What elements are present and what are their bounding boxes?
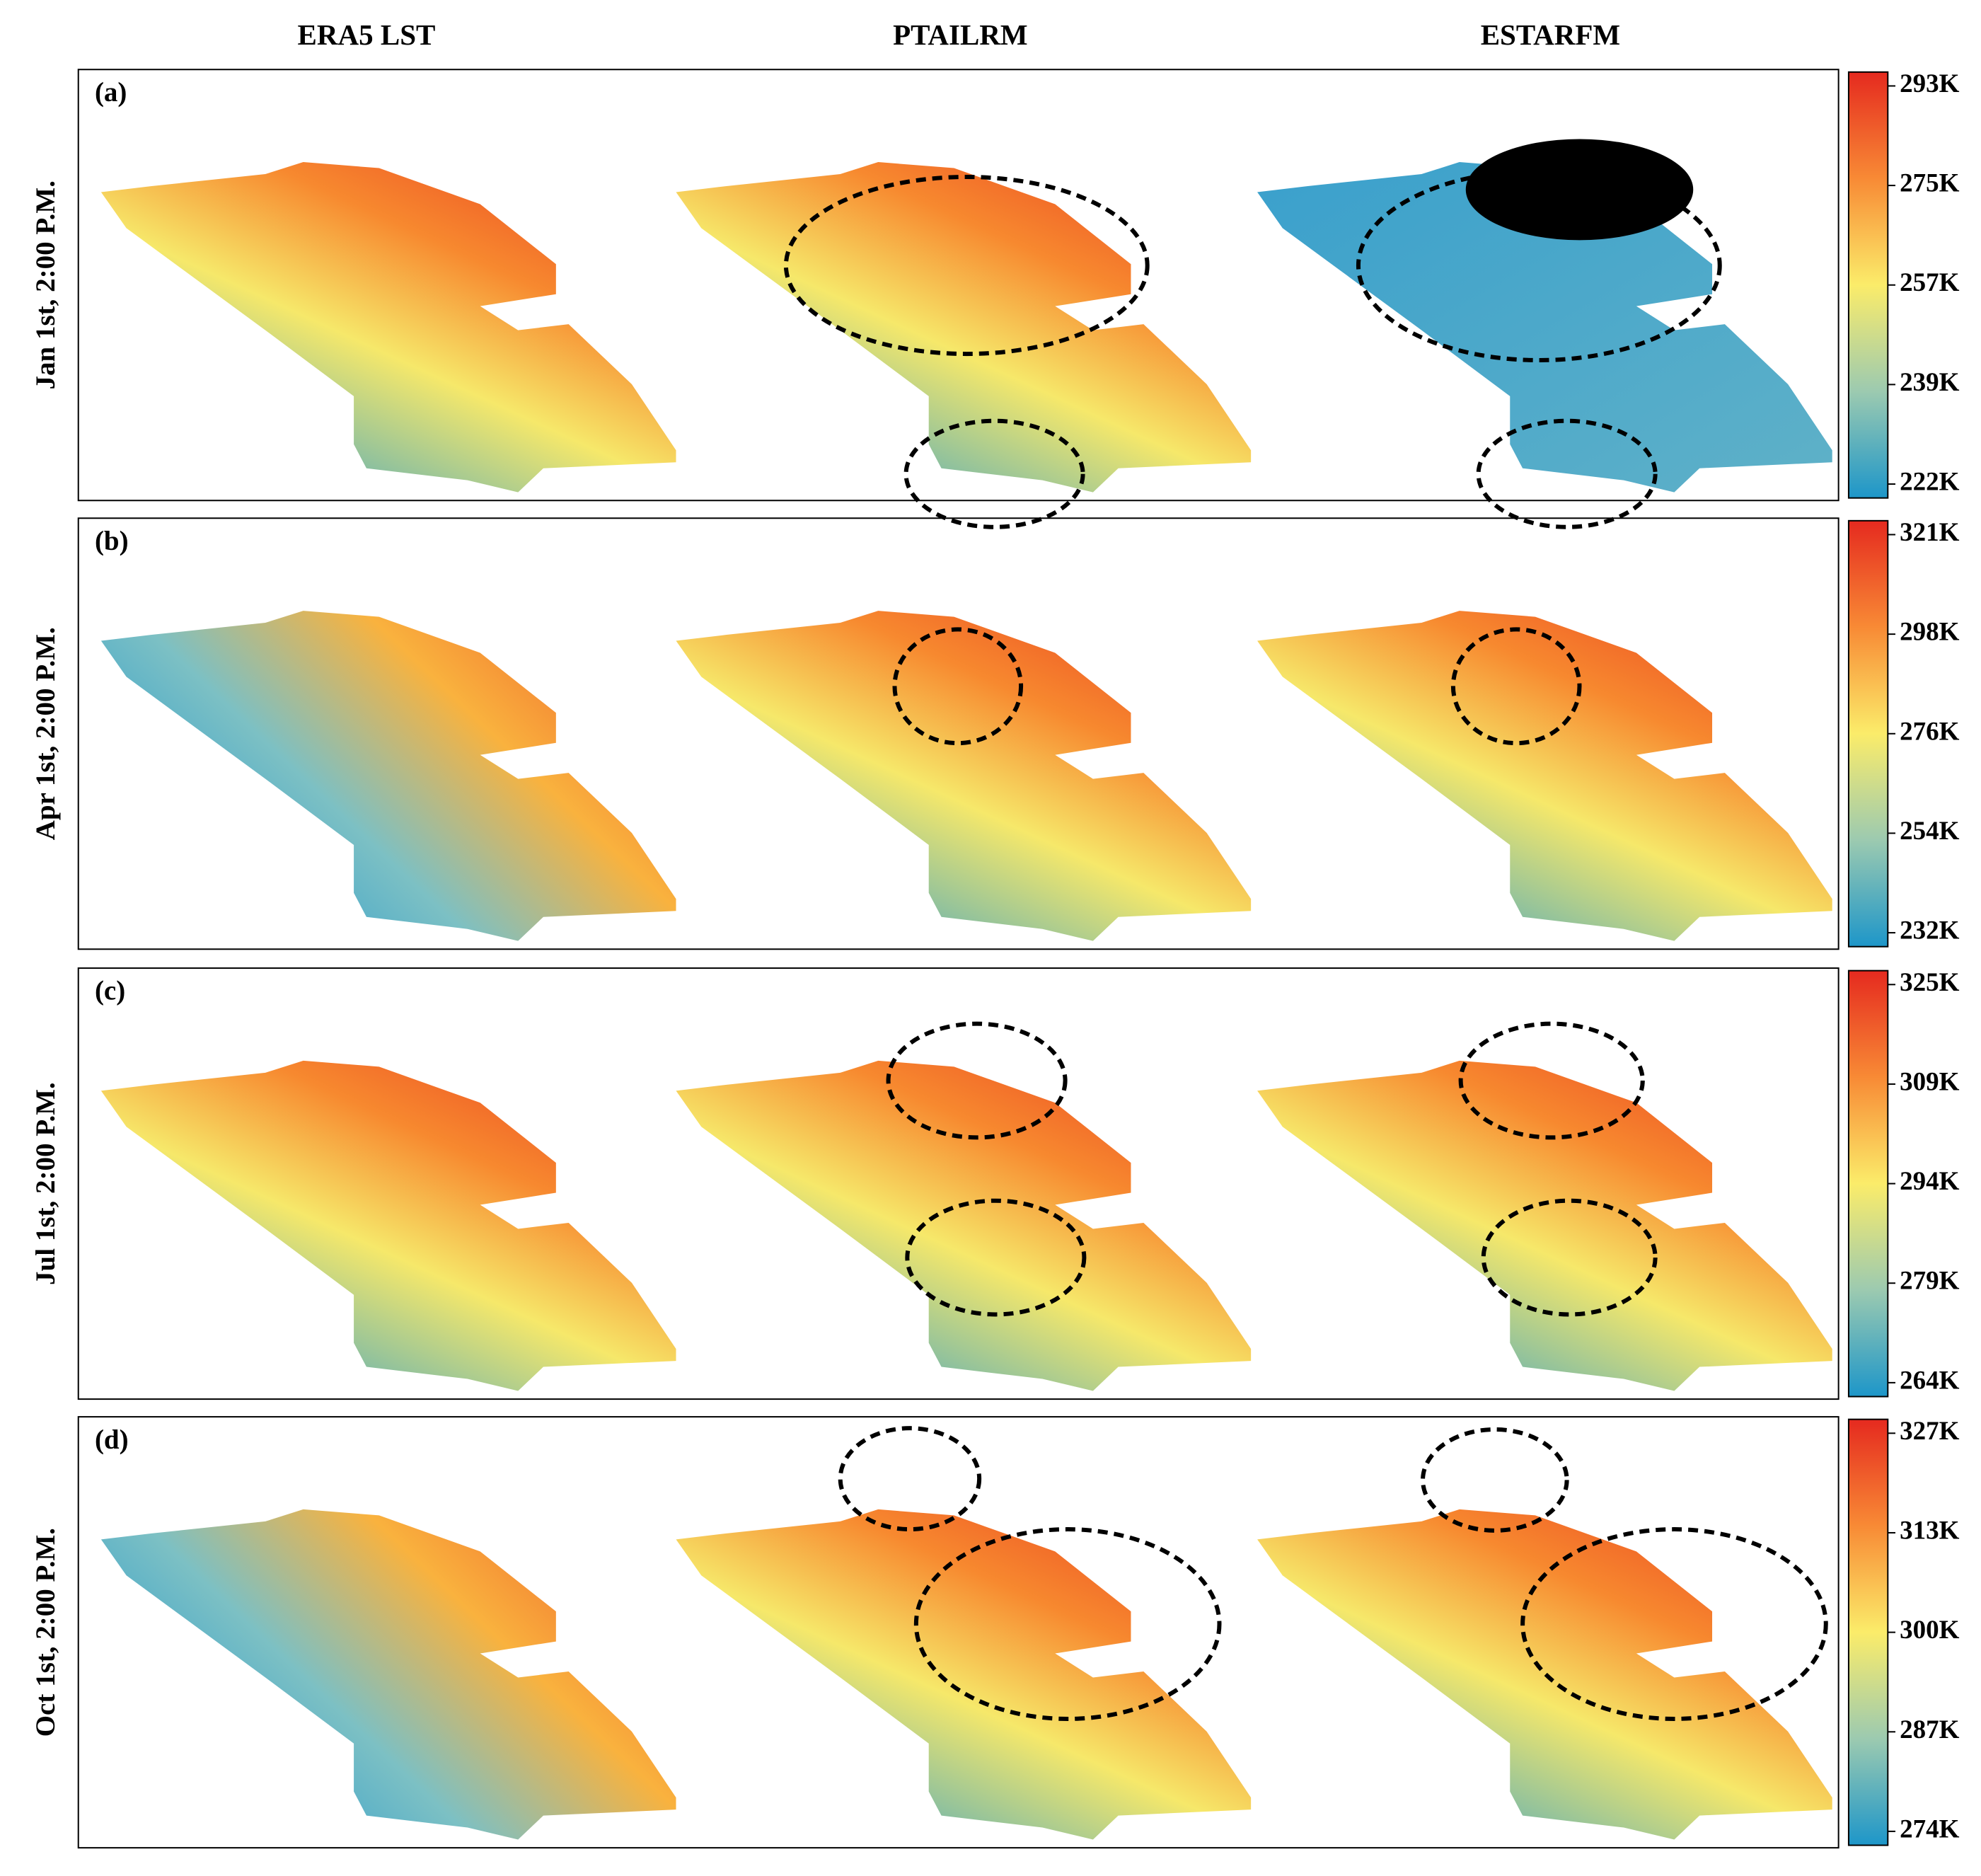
map-region bbox=[100, 1509, 676, 1840]
highlight-ellipse bbox=[905, 1198, 1087, 1317]
colorbar-tick-label: 274K bbox=[1900, 1814, 1960, 1843]
highlight-ellipse bbox=[838, 1426, 982, 1532]
map-region bbox=[100, 1060, 676, 1391]
colorbar-tick-label: 300K bbox=[1900, 1616, 1960, 1645]
column-title: ESTARFM bbox=[1481, 18, 1620, 51]
colorbar bbox=[1847, 519, 1889, 948]
panel-label: (a) bbox=[95, 77, 127, 108]
highlight-ellipse bbox=[1421, 1427, 1569, 1533]
column-title: PTAILRM bbox=[893, 18, 1028, 51]
colorbar-tick-label: 293K bbox=[1900, 69, 1960, 98]
highlight-ellipse bbox=[1356, 168, 1722, 363]
map-region bbox=[676, 1060, 1252, 1391]
row-label: Oct 1st, 2:00 P.M. bbox=[30, 1528, 61, 1737]
panel-frame bbox=[77, 1416, 1840, 1849]
map-region bbox=[1257, 1509, 1832, 1840]
highlight-ellipse bbox=[903, 418, 1085, 529]
highlight-ellipse bbox=[886, 1021, 1068, 1140]
colorbar-tick-label: 264K bbox=[1900, 1366, 1960, 1395]
highlight-ellipse bbox=[1520, 1527, 1828, 1721]
map-region bbox=[1257, 1060, 1832, 1391]
column-title: ERA5 LST bbox=[298, 18, 436, 51]
colorbar-tick-label: 327K bbox=[1900, 1417, 1960, 1446]
panel-frame bbox=[77, 967, 1840, 1400]
colorbar-tick-label: 276K bbox=[1900, 717, 1960, 746]
map-region bbox=[100, 162, 676, 493]
panel-frame bbox=[77, 69, 1840, 502]
highlight-ellipse bbox=[1458, 1021, 1645, 1140]
colorbar-tick-label: 287K bbox=[1900, 1715, 1960, 1744]
colorbar-tick-label: 239K bbox=[1900, 368, 1960, 397]
colorbar-tick-label: 313K bbox=[1900, 1516, 1960, 1545]
map-region bbox=[1257, 162, 1832, 493]
colorbar-tick-label: 279K bbox=[1900, 1267, 1960, 1296]
colorbar-tick-label: 232K bbox=[1900, 916, 1960, 945]
colorbar-tick-label: 321K bbox=[1900, 518, 1960, 547]
row-label: Jan 1st, 2:00 P.M. bbox=[30, 180, 61, 389]
panel-label: (d) bbox=[95, 1425, 129, 1455]
panel-frame bbox=[77, 517, 1840, 950]
map-region bbox=[676, 611, 1252, 941]
highlight-ellipse bbox=[1476, 418, 1658, 529]
highlight-ellipse bbox=[913, 1527, 1222, 1721]
colorbar-tick-label: 298K bbox=[1900, 618, 1960, 647]
map-region bbox=[100, 611, 676, 941]
colorbar-tick-label: 294K bbox=[1900, 1167, 1960, 1196]
panel-label: (c) bbox=[95, 976, 125, 1006]
map-region bbox=[1257, 611, 1832, 941]
colorbar-tick-label: 275K bbox=[1900, 169, 1960, 198]
highlight-ellipse bbox=[892, 627, 1024, 746]
row-label: Jul 1st, 2:00 P.M. bbox=[30, 1082, 61, 1285]
colorbar-tick-label: 254K bbox=[1900, 817, 1960, 846]
map-region bbox=[676, 162, 1252, 493]
panel-label: (b) bbox=[95, 526, 129, 556]
row-label: Apr 1st, 2:00 P.M. bbox=[30, 627, 61, 840]
colorbar bbox=[1847, 1418, 1889, 1846]
map-region bbox=[676, 1509, 1252, 1840]
highlight-ellipse bbox=[1481, 1198, 1658, 1317]
colorbar-tick-label: 257K bbox=[1900, 268, 1960, 297]
no-data-patch bbox=[1465, 139, 1694, 241]
colorbar-tick-label: 309K bbox=[1900, 1067, 1960, 1096]
colorbar bbox=[1847, 71, 1889, 499]
highlight-ellipse bbox=[783, 175, 1150, 357]
colorbar-tick-label: 325K bbox=[1900, 968, 1960, 997]
colorbar-tick-label: 222K bbox=[1900, 468, 1960, 497]
highlight-ellipse bbox=[1450, 627, 1582, 746]
colorbar bbox=[1847, 969, 1889, 1398]
